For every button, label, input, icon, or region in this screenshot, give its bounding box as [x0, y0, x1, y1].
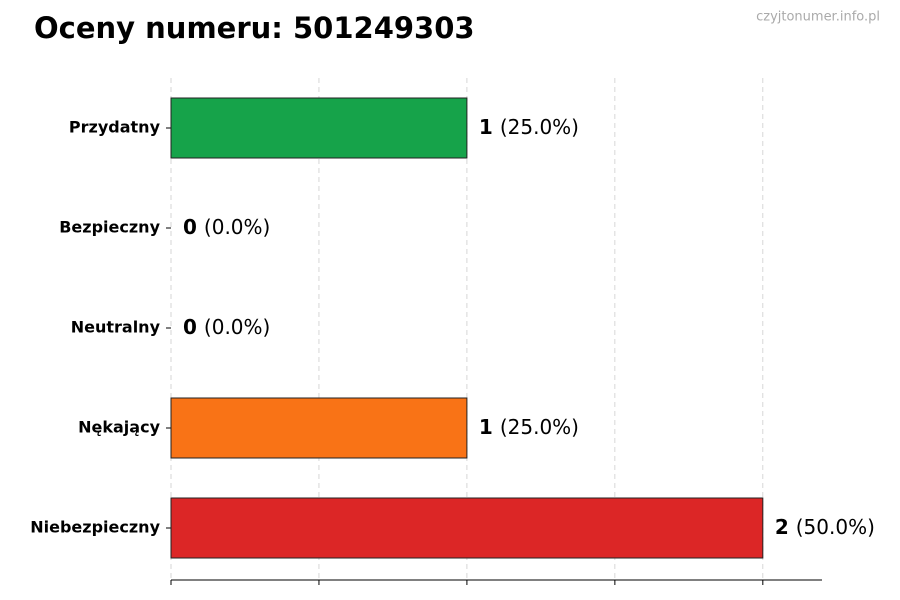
value-share: (50.0%) — [796, 515, 875, 539]
watermark: czyjtonumer.info.pl — [756, 10, 880, 25]
bar — [170, 97, 468, 159]
value-share: (0.0%) — [204, 315, 270, 339]
value-share: (25.0%) — [500, 415, 579, 439]
value-label: 0 (0.0%) — [183, 315, 270, 339]
value-label: 2 (50.0%) — [775, 515, 875, 539]
bar — [170, 397, 468, 459]
y-tick-label: Bezpieczny — [59, 218, 160, 237]
value-count: 0 — [183, 215, 197, 239]
chart-title: Oceny numeru: 501249303 — [34, 11, 475, 45]
value-label: 1 (25.0%) — [479, 415, 579, 439]
value-label: 0 (0.0%) — [183, 215, 270, 239]
value-count: 1 — [479, 115, 493, 139]
value-count: 2 — [775, 515, 789, 539]
value-share: (0.0%) — [204, 215, 270, 239]
y-tick-label: Niebezpieczny — [30, 518, 160, 537]
value-share: (25.0%) — [500, 115, 579, 139]
value-count: 0 — [183, 315, 197, 339]
y-tick-label: Neutralny — [71, 318, 161, 337]
value-label: 1 (25.0%) — [479, 115, 579, 139]
y-tick-label: Przydatny — [69, 118, 161, 137]
y-tick-label: Nękający — [78, 418, 160, 437]
bar — [170, 497, 764, 559]
value-count: 1 — [479, 415, 493, 439]
